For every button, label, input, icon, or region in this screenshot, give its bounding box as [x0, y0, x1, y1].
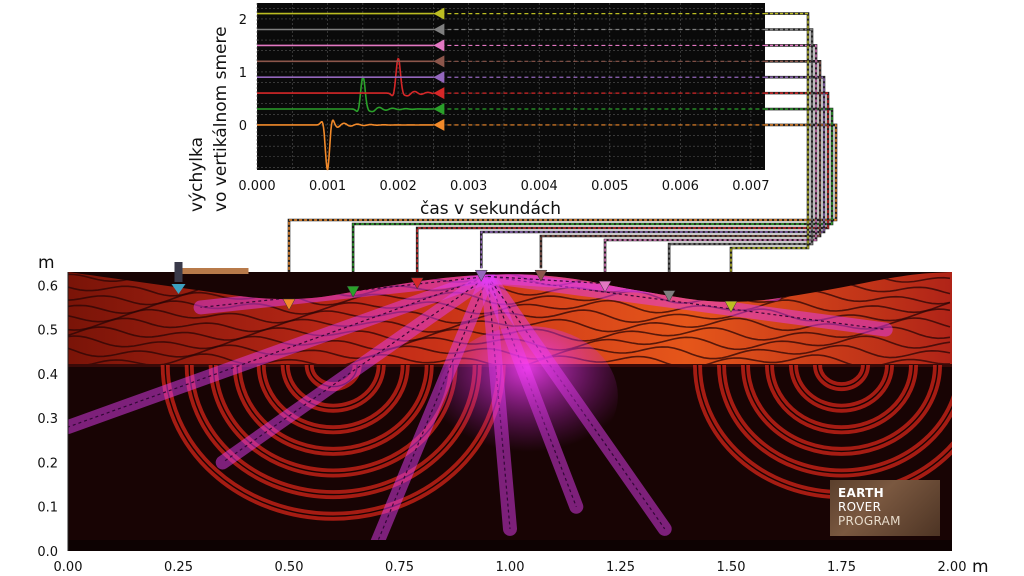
trace-line	[257, 76, 434, 113]
y-tick-label: 2	[239, 13, 247, 28]
hammer-handle	[180, 268, 249, 274]
bottom-edge	[68, 540, 952, 551]
connector-line	[540, 60, 821, 269]
logo-line-2: ROVER	[838, 500, 882, 514]
wavefield-y-ticks: 0.0 0.1 0.2 0.3 0.4 0.5 0.6	[37, 279, 58, 560]
trace-arrowhead	[433, 103, 445, 116]
y-tick-label: 1	[239, 66, 247, 81]
connector-line	[604, 44, 817, 280]
y-tick-label: 0	[239, 119, 247, 134]
hammer-icon	[171, 262, 249, 294]
seismogram-y-ticks: 0 1 2	[239, 13, 247, 134]
trace-arrowhead	[433, 118, 445, 131]
y-tick-label: 0.5	[37, 324, 58, 339]
trace-line	[257, 57, 434, 97]
seismogram-traces	[257, 7, 765, 171]
wavefront-edge	[792, 364, 891, 409]
receiver-marker	[534, 269, 548, 282]
magenta-ray-paths	[68, 272, 893, 550]
receiver-marker	[346, 285, 360, 298]
receiver-marker	[662, 290, 676, 303]
wavefront-edge	[236, 364, 430, 453]
seismogram-background	[257, 3, 765, 170]
trace-arrowhead	[433, 87, 445, 100]
trace-arrowhead	[433, 55, 445, 68]
y-tick-label: 0.6	[37, 279, 58, 294]
wavefront-edge	[816, 364, 867, 388]
x-tick-label: 1.50	[717, 560, 746, 575]
logo-line-1: EARTH	[838, 486, 884, 500]
receiver-markers	[282, 269, 738, 313]
source-marker	[171, 284, 186, 294]
receiver-marker	[474, 269, 488, 282]
seismogram-y-label-line1: výchylka	[187, 137, 207, 212]
ray-band	[215, 272, 495, 470]
trace-arrowhead	[433, 39, 445, 52]
trace-arrowhead	[433, 71, 445, 84]
trace-arrowhead	[433, 23, 445, 36]
connector-line	[730, 12, 809, 300]
receiver-marker	[724, 300, 738, 313]
connector-outline	[479, 75, 826, 269]
x-tick-label: 0.25	[164, 560, 193, 575]
connector-line	[668, 28, 813, 289]
connector-line	[352, 108, 833, 285]
x-tick-label: 0.003	[450, 179, 487, 194]
y-tick-label: 0.2	[37, 456, 58, 471]
hammer-head	[174, 262, 183, 282]
ray-glow	[437, 326, 618, 466]
y-tick-label: 0.3	[37, 412, 58, 427]
wavefront-edge	[768, 364, 915, 431]
x-tick-label: 1.00	[496, 560, 525, 575]
x-tick-label: 2.00	[938, 560, 967, 575]
x-tick-label: 0.75	[385, 560, 414, 575]
x-tick-label: 0.000	[238, 179, 275, 194]
x-tick-label: 1.25	[606, 560, 635, 575]
trace-line	[257, 118, 434, 171]
seismogram-x-label: čas v sekundách	[420, 199, 561, 219]
trace-arrowhead	[433, 7, 445, 20]
seismogram-plot: 0.000 0.001 0.002 0.003 0.004 0.005 0.006 0.007…	[187, 3, 769, 219]
ray-stripe	[68, 275, 489, 428]
x-tick-label: 0.001	[309, 179, 346, 194]
x-tick-label: 0.005	[591, 179, 628, 194]
wavefield-x-ticks: 0.00 0.25 0.50 0.75 1.00 1.25 1.50 1.75 2.00	[54, 560, 967, 575]
wavefront-edge	[260, 364, 406, 431]
x-tick-label: 0.004	[521, 179, 558, 194]
receiver-marker	[282, 298, 296, 311]
ray-stripe	[487, 276, 577, 507]
seismogram-y-label-line2: vo vertikálnom smere	[211, 26, 231, 212]
wavefield-y-unit: m	[38, 253, 55, 273]
x-tick-label: 0.002	[380, 179, 417, 194]
wavefield-plot: 0.00 0.25 0.50 0.75 1.00 1.25 1.50 1.75 2.00 0.0…	[37, 253, 988, 576]
wavefield-x-unit: m	[972, 557, 989, 576]
seismogram-x-ticks: 0.000 0.001 0.002 0.003 0.004 0.005 0.006 0.007	[238, 179, 769, 194]
x-tick-label: 0.006	[662, 179, 699, 194]
receiver-marker	[410, 277, 424, 290]
wavefront-edge	[284, 364, 382, 409]
y-tick-label: 0.1	[37, 501, 58, 516]
x-tick-label: 0.50	[275, 560, 304, 575]
y-tick-label: 0.0	[37, 545, 58, 560]
logo-line-3: PROGRAM	[838, 514, 901, 528]
x-tick-label: 1.75	[827, 560, 856, 575]
wavefront-edge	[720, 364, 952, 474]
trace-receiver-connectors	[287, 12, 838, 300]
x-tick-label: 0.007	[732, 179, 769, 194]
y-tick-label: 0.4	[37, 368, 58, 383]
earth-rover-program-logo: EARTH ROVER PROGRAM	[830, 480, 940, 536]
wavefront-edge	[212, 364, 454, 474]
ray-band	[370, 272, 495, 550]
x-tick-label: 0.00	[54, 560, 83, 575]
receiver-marker	[598, 280, 612, 293]
wavefront-edge	[744, 364, 939, 453]
